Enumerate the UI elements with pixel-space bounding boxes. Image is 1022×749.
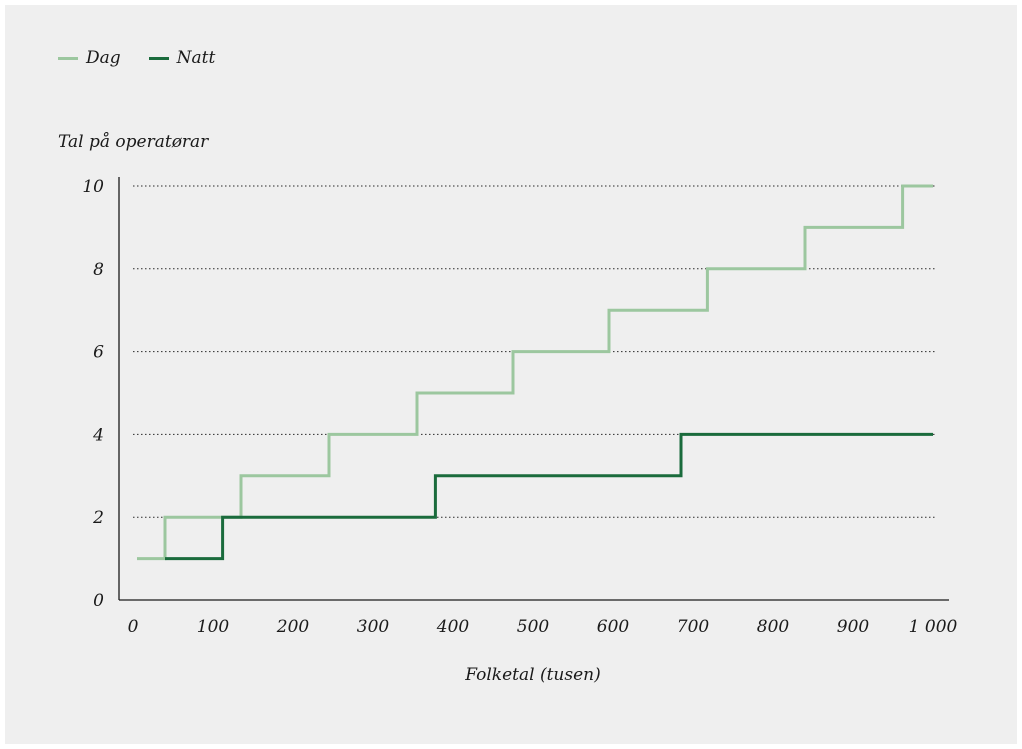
x-axis-title: Folketal (tusen): [464, 665, 601, 685]
y-axis-title: Tal på operatørar: [58, 132, 209, 152]
legend-item-dag: Dag: [58, 48, 121, 68]
y-tick-label: 2: [92, 508, 104, 528]
legend-item-natt: Natt: [148, 48, 216, 68]
y-tick-label: 6: [93, 343, 104, 363]
x-tick-label: 400: [436, 617, 470, 637]
y-tick-label: 10: [82, 177, 104, 197]
x-tick-label: 100: [197, 617, 230, 637]
x-tick-label: 800: [757, 617, 790, 637]
legend-label-dag: Dag: [86, 48, 121, 68]
legend-swatch-dag: [58, 56, 78, 60]
y-tick-label: 8: [93, 260, 104, 280]
x-tick-label: 200: [276, 617, 310, 637]
series-line-dag: [137, 184, 933, 561]
x-tick-label: 300: [357, 617, 390, 637]
x-tick-label: 600: [597, 617, 630, 637]
x-tick-label: 900: [837, 617, 870, 637]
legend-label-natt: Natt: [176, 48, 216, 68]
x-tick-label: 500: [517, 617, 550, 637]
series-line-natt: [165, 432, 933, 561]
x-tick-label: 1 000: [909, 617, 958, 637]
x-tick-label: 700: [677, 617, 710, 637]
chart-legend: Dag Natt: [58, 48, 215, 68]
chart-panel: [5, 5, 1017, 744]
x-tick-label: 0: [128, 617, 139, 637]
y-tick-label: 0: [93, 591, 104, 611]
legend-swatch-natt: [148, 56, 169, 60]
y-tick-label: 4: [92, 425, 104, 445]
